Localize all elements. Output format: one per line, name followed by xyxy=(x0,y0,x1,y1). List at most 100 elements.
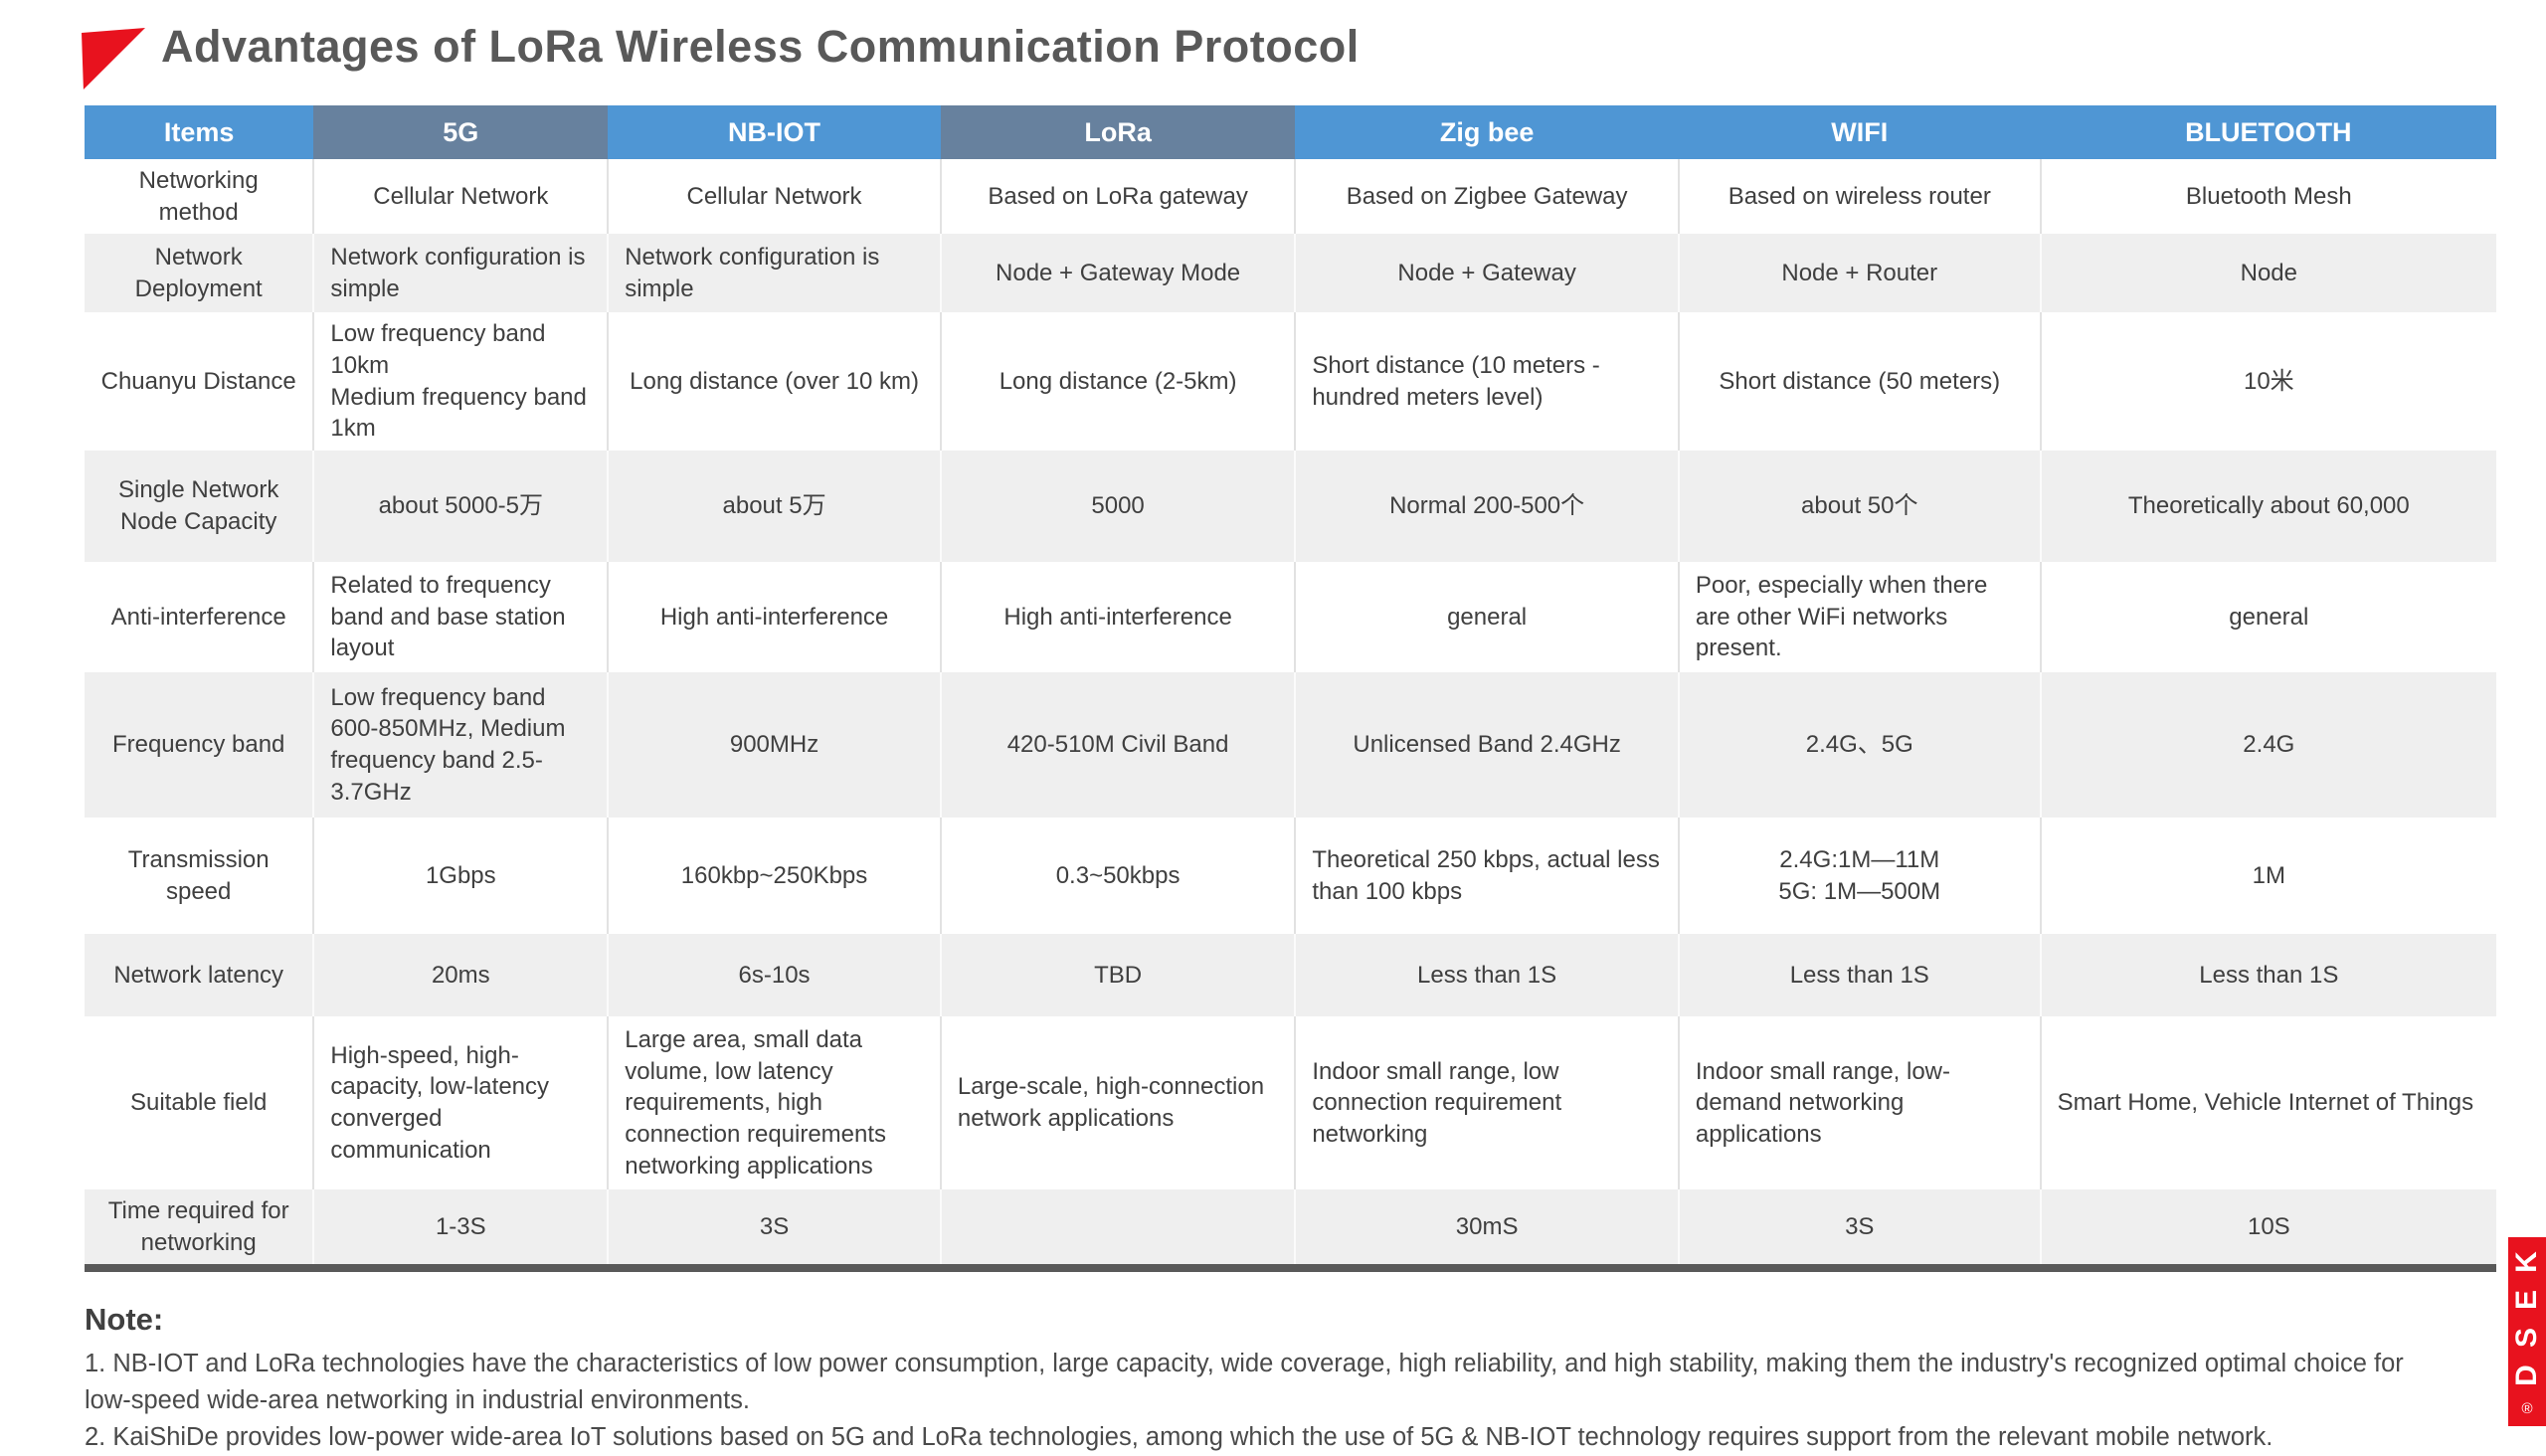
table-cell: 1Gbps xyxy=(313,818,610,935)
table-cell: 10S xyxy=(2247,1212,2290,1240)
header-row: Items 5G NB-IOT LoRa Zig bee WIFI BLUETOOTH xyxy=(85,105,2496,159)
table-cell: Node + Router xyxy=(1678,234,2042,313)
comparison-table: Items 5G NB-IOT LoRa Zig bee WIFI BLUETOOTH Ne… xyxy=(85,105,2496,1273)
table-body: Networking method Cellular Network Cellula… xyxy=(85,159,2496,1269)
table-cell: 6s-10s xyxy=(608,934,942,1017)
table-cell: 2.4G、5G xyxy=(1678,672,2042,819)
table-cell: Short distance (10 meters - hundred mete… xyxy=(1295,312,1680,452)
row-item-label: Network latency xyxy=(85,934,315,1017)
table-cell: Unlicensed Band 2.4GHz xyxy=(1295,672,1680,819)
logo-letter: S xyxy=(2510,1328,2543,1349)
column-header-bluetooth: BLUETOOTH xyxy=(2040,105,2496,159)
table-cell: Indoor small range, low connection requi… xyxy=(1295,1016,1680,1190)
table-cell: High anti-interference xyxy=(608,562,942,673)
table-cell: 20ms xyxy=(313,934,610,1017)
logo-letter: K xyxy=(2510,1251,2543,1273)
table-cell: Indoor small range, low-demand networkin… xyxy=(1678,1016,2042,1190)
note-line: 2. KaiShiDe provides low-power wide-area… xyxy=(85,1423,2273,1452)
table-cell: 2.4G xyxy=(2243,731,2295,759)
row-item-label: Network Deployment xyxy=(85,234,315,313)
note-lines: 1. NB-IOT and LoRa technologies have the… xyxy=(85,1346,2440,1456)
table-cell: Smart Home, Vehicle Internet of Things xyxy=(2057,1089,2474,1117)
table-cell: Low frequency band 600-850MHz, Medium fr… xyxy=(313,672,610,819)
logo-letter: D xyxy=(2510,1365,2543,1386)
table-header: Items 5G NB-IOT LoRa Zig bee WIFI BLUETOOTH xyxy=(85,105,2496,159)
logo-letter: E xyxy=(2510,1290,2543,1311)
registered-mark: ® xyxy=(2521,1400,2533,1417)
table-cell: Cellular Network xyxy=(608,159,942,235)
note-heading: Note: xyxy=(85,1302,164,1338)
table-row: Frequency band Low frequency band 600-850… xyxy=(85,672,2496,819)
table-cell: Bluetooth Mesh xyxy=(2185,182,2352,210)
title-row: Advantages of LoRa Wireless Communicatio… xyxy=(82,16,2546,95)
table-cell: 420-510M Civil Band xyxy=(940,672,1297,819)
table-cell: Network configuration is simple xyxy=(608,234,942,313)
row-item-label: Anti-interference xyxy=(85,562,315,673)
table-cell: 5000 xyxy=(940,451,1297,563)
column-header-zig-bee: Zig bee xyxy=(1295,105,1679,159)
table-cell: general xyxy=(2229,603,2309,631)
table-cell: about 5000-5万 xyxy=(313,451,610,563)
table-cell: High-speed, high-capacity, low-latency c… xyxy=(313,1016,610,1190)
table-row: Suitable field High-speed, high-capacity,… xyxy=(85,1016,2496,1190)
table-row: Anti-interference Related to frequency ba… xyxy=(85,562,2496,673)
table-cell: Large area, small data volume, low laten… xyxy=(608,1016,942,1190)
kesd-logo: K E S D ® xyxy=(2508,1237,2546,1426)
table-cell: Normal 200-500个 xyxy=(1295,451,1680,563)
row-item-label: Networking method xyxy=(85,159,315,235)
table-row: Network latency 20ms 6s-10s TBD Less than 1S… xyxy=(85,934,2496,1017)
column-header-5g: 5G xyxy=(313,105,609,159)
table-cell xyxy=(940,1189,1297,1269)
table-cell: 30mS xyxy=(1295,1189,1680,1269)
column-header-wifi: WIFI xyxy=(1678,105,2041,159)
table-cell: Related to frequency band and base stati… xyxy=(313,562,610,673)
table-cell: Less than 1S xyxy=(2199,961,2339,989)
table-cell: 3S xyxy=(1678,1189,2042,1269)
table-cell: Less than 1S xyxy=(1678,934,2042,1017)
table-cell: Based on wireless router xyxy=(1678,159,2042,235)
row-item-label: Frequency band xyxy=(85,672,315,819)
table-cell: 160kbp~250Kbps xyxy=(608,818,942,935)
table-row: Single Network Node Capacity about 5000-5… xyxy=(85,451,2496,563)
table-cell: Node + Gateway Mode xyxy=(940,234,1297,313)
row-item-label: Suitable field xyxy=(85,1016,315,1190)
column-header-nb-iot: NB-IOT xyxy=(608,105,941,159)
table-cell: Node xyxy=(2240,260,2297,286)
table-cell: Short distance (50 meters) xyxy=(1678,312,2042,452)
table-cell: 0.3~50kbps xyxy=(940,818,1297,935)
table-cell: Based on Zigbee Gateway xyxy=(1295,159,1680,235)
table-cell: Large-scale, high-connection network app… xyxy=(940,1016,1297,1190)
row-item-label: Time required for networking xyxy=(85,1189,315,1269)
table-cell: 3S xyxy=(608,1189,942,1269)
table-row: Chuanyu Distance Low frequency band 10km … xyxy=(85,312,2496,452)
table-cell: Cellular Network xyxy=(313,159,610,235)
table-cell: High anti-interference xyxy=(940,562,1297,673)
table-row: Network Deployment Network configuration … xyxy=(85,234,2496,313)
table-row: Transmission speed 1Gbps 160kbp~250Kbps 0.3… xyxy=(85,818,2496,935)
row-item-label: Single Network Node Capacity xyxy=(85,451,315,563)
table-cell: 1-3S xyxy=(313,1189,610,1269)
table-cell: Poor, especially when there are other Wi… xyxy=(1678,562,2042,673)
table-cell: 1M xyxy=(2252,861,2285,889)
table-cell: Theoretical 250 kbps, actual less than 1… xyxy=(1295,818,1680,935)
red-flag-icon xyxy=(82,28,145,90)
table-cell: 900MHz xyxy=(608,672,942,819)
table-cell: Less than 1S xyxy=(1295,934,1680,1017)
note-section: Note: 1. NB-IOT and LoRa technologies ha… xyxy=(85,1302,2440,1456)
table-cell: about 50个 xyxy=(1678,451,2042,563)
table-cell: Based on LoRa gateway xyxy=(940,159,1297,235)
table-cell: about 5万 xyxy=(608,451,942,563)
column-header-items: Items xyxy=(85,105,314,159)
table-row: Networking method Cellular Network Cellula… xyxy=(85,159,2496,235)
table-cell: Long distance (2-5km) xyxy=(940,312,1297,452)
table-cell: Low frequency band 10km Medium frequency… xyxy=(313,312,610,452)
row-item-label: Chuanyu Distance xyxy=(85,312,315,452)
note-line: 1. NB-IOT and LoRa technologies have the… xyxy=(85,1350,2404,1415)
row-item-label: Transmission speed xyxy=(85,818,315,935)
table-row: Time required for networking 1-3S 3S 30mS 3S… xyxy=(85,1189,2496,1269)
table-cell: 2.4G:1M—11M 5G: 1M—500M xyxy=(1678,818,2042,935)
table-cell: Long distance (over 10 km) xyxy=(608,312,942,452)
table-cell: Node + Gateway xyxy=(1295,234,1680,313)
page-title: Advantages of LoRa Wireless Communicatio… xyxy=(161,21,1360,72)
table-cell: Theoretically about 60,000 xyxy=(2127,492,2410,520)
